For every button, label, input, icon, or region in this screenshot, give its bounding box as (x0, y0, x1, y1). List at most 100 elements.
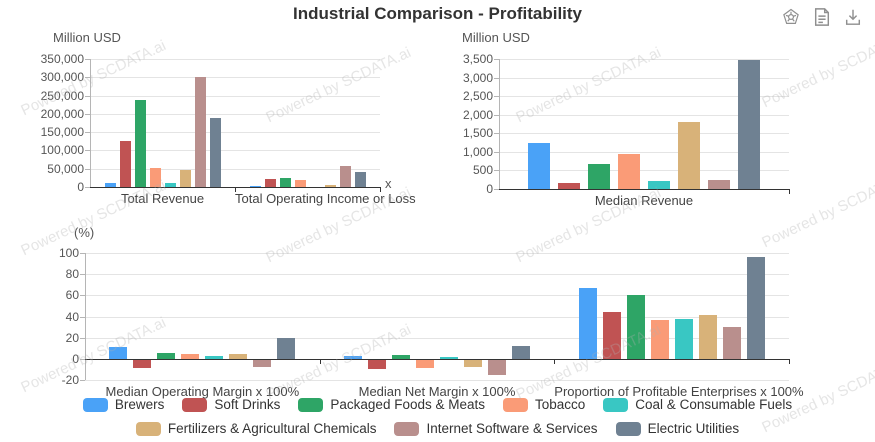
badge-icon[interactable] (781, 7, 801, 27)
bar-internet-software-services[interactable] (708, 179, 730, 189)
y-axis-tick (80, 316, 85, 318)
gridline (85, 253, 789, 254)
bar-tobacco[interactable] (618, 153, 640, 189)
bar-electric-utilities[interactable] (277, 337, 296, 359)
bar-brewers[interactable] (344, 356, 362, 359)
x-axis-tick (789, 358, 790, 364)
bar-soft-drinks[interactable] (119, 141, 131, 187)
bar-brewers[interactable] (528, 142, 550, 189)
page-title: Industrial Comparison - Profitability (292, 4, 583, 23)
bar-coal-consumable-fuels[interactable] (674, 318, 693, 359)
legend-swatch (394, 421, 420, 436)
x-category-label: Proportion of Profitable Enterprises x 1… (554, 384, 804, 399)
y-tick-label: 350,000 (40, 52, 84, 66)
bar-electric-utilities[interactable] (738, 59, 760, 189)
legend-label: Coal & Consumable Fuels (635, 397, 793, 412)
bar-brewers[interactable] (249, 185, 261, 188)
bar-soft-drinks[interactable] (368, 358, 386, 370)
bar-tobacco[interactable] (181, 353, 200, 359)
y-tick-label: 0 (77, 180, 84, 194)
x-axis-tick (789, 189, 790, 194)
y-axis-line (499, 59, 500, 189)
legend-item-tobacco[interactable]: Tobacco (503, 397, 585, 412)
bar-tobacco[interactable] (294, 179, 306, 187)
bar-tobacco[interactable] (149, 168, 161, 187)
legend-label: Electric Utilities (647, 421, 740, 436)
gridline (499, 96, 789, 98)
legend-item-internet-software-services[interactable]: Internet Software & Services (394, 421, 598, 436)
bar-brewers[interactable] (109, 347, 128, 359)
bar-fertilizers-agricultural-chemicals[interactable] (229, 353, 248, 359)
bar-packaged-foods-meats[interactable] (134, 100, 146, 187)
bar-packaged-foods-meats[interactable] (279, 177, 291, 187)
bar-internet-software-services[interactable] (488, 358, 506, 375)
gridline (499, 114, 789, 116)
bar-brewers[interactable] (104, 183, 116, 187)
legend-label: Internet Software & Services (426, 421, 598, 436)
gridline (85, 337, 789, 339)
bar-packaged-foods-meats[interactable] (392, 354, 410, 359)
bar-internet-software-services[interactable] (253, 358, 272, 368)
legend-swatch (603, 397, 629, 412)
legend-item-fertilizers-agricultural-chemicals[interactable]: Fertilizers & Agricultural Chemicals (135, 421, 376, 436)
bar-soft-drinks[interactable] (264, 179, 276, 187)
bar-electric-utilities[interactable] (512, 346, 530, 359)
bar-fertilizers-agricultural-chemicals[interactable] (698, 315, 717, 359)
bar-internet-software-services[interactable] (194, 76, 206, 187)
legend-item-brewers[interactable]: Brewers (82, 397, 164, 412)
gridline (499, 170, 789, 172)
y-axis-tick (80, 358, 85, 360)
x-axis-line (85, 358, 789, 360)
bar-coal-consumable-fuels[interactable] (164, 183, 176, 187)
x-axis-tick (380, 187, 381, 192)
y-axis-tick (80, 295, 85, 297)
legend-label: Tobacco (535, 397, 586, 412)
y-axis-line (90, 59, 91, 187)
legend-item-soft-drinks[interactable]: Soft Drinks (182, 397, 280, 412)
bar-internet-software-services[interactable] (339, 166, 351, 187)
legend-item-coal-consumable-fuels[interactable]: Coal & Consumable Fuels (603, 397, 792, 412)
y-axis-tick (80, 337, 85, 339)
bar-soft-drinks[interactable] (133, 358, 152, 369)
bar-tobacco[interactable] (650, 319, 669, 359)
y-axis-tick (85, 113, 90, 115)
y-tick-label: 200,000 (40, 106, 84, 121)
bar-internet-software-services[interactable] (722, 327, 741, 359)
x-category-label: Total Operating Income or Loss (235, 191, 416, 206)
bar-brewers[interactable] (578, 287, 597, 359)
gridline (90, 132, 380, 134)
y-axis-tick (494, 170, 499, 172)
download-icon[interactable] (843, 7, 863, 27)
y-tick-label: 500 (472, 163, 493, 178)
report-icon[interactable] (812, 7, 832, 27)
bar-coal-consumable-fuels[interactable] (440, 357, 458, 359)
y-axis-tick (85, 187, 90, 188)
bar-coal-consumable-fuels[interactable] (205, 355, 224, 359)
bar-fertilizers-agricultural-chemicals[interactable] (464, 358, 482, 368)
bar-soft-drinks[interactable] (558, 183, 580, 189)
bar-electric-utilities[interactable] (209, 117, 221, 187)
legend-swatch (298, 397, 324, 412)
y-axis-tick (494, 59, 499, 60)
x-axis-tick (554, 358, 556, 364)
bar-tobacco[interactable] (416, 358, 434, 369)
y-axis-unit-label: Million USD (462, 30, 530, 45)
legend-swatch (82, 397, 108, 412)
bar-packaged-foods-meats[interactable] (157, 353, 176, 359)
legend-item-packaged-foods-meats[interactable]: Packaged Foods & Meats (298, 397, 485, 412)
bar-packaged-foods-meats[interactable] (626, 295, 645, 359)
bar-fertilizers-agricultural-chemicals[interactable] (179, 169, 191, 187)
y-axis-tick (85, 150, 90, 152)
y-axis-tick (494, 133, 499, 135)
y-tick-label: 1,500 (462, 126, 493, 141)
bar-fertilizers-agricultural-chemicals[interactable] (324, 184, 336, 187)
bar-packaged-foods-meats[interactable] (588, 163, 610, 189)
bar-electric-utilities[interactable] (746, 257, 765, 359)
bar-soft-drinks[interactable] (602, 312, 621, 359)
bar-electric-utilities[interactable] (354, 172, 366, 187)
bar-coal-consumable-fuels[interactable] (648, 181, 670, 189)
bar-fertilizers-agricultural-chemicals[interactable] (678, 122, 700, 189)
y-axis-tick (80, 274, 85, 276)
legend-item-electric-utilities[interactable]: Electric Utilities (615, 421, 740, 436)
y-tick-label: 100,000 (40, 143, 84, 158)
